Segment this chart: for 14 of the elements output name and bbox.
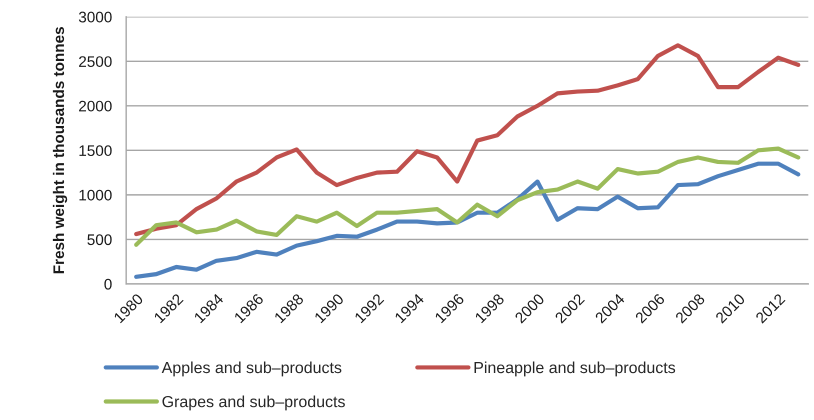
y-tick-label: 1500 xyxy=(79,145,112,156)
y-tick-label: 1000 xyxy=(79,190,112,201)
y-tick-label: 2000 xyxy=(79,100,112,112)
line-series xyxy=(134,146,800,247)
legend-label: Apples and sub–products xyxy=(162,361,342,376)
y-tick-label: 500 xyxy=(87,234,112,246)
legend-label: Pineapple and sub–products xyxy=(474,361,676,376)
y-axis-title: Fresh weight in thousands tonnes xyxy=(52,27,68,274)
y-tick-label: 0 xyxy=(104,278,112,290)
y-tick-label: 3000 xyxy=(78,12,112,22)
line-series xyxy=(134,43,800,236)
legend-label: Grapes and sub–products xyxy=(162,396,345,410)
line-series xyxy=(134,162,800,279)
y-tick-label: 2500 xyxy=(79,56,112,68)
